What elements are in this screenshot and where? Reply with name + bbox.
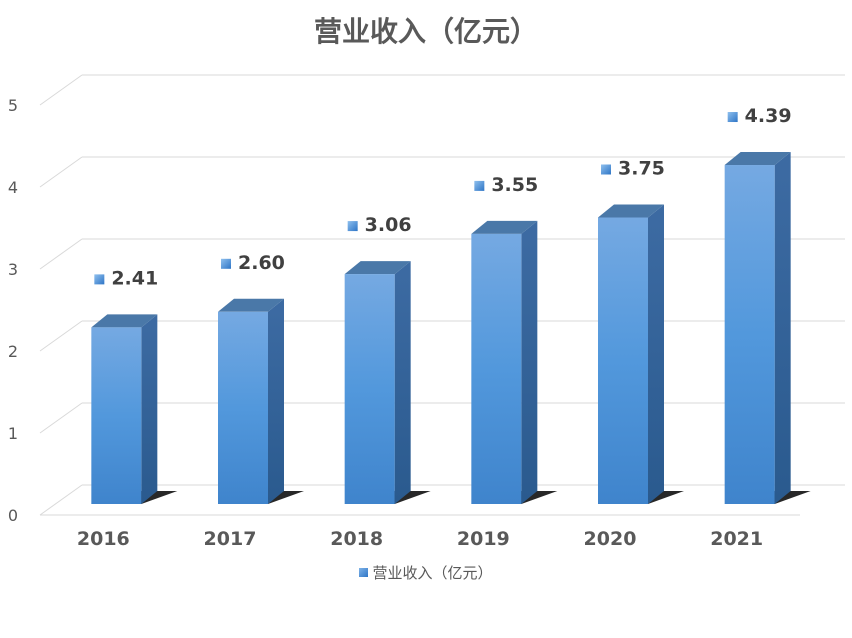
- gridline-side: [39, 402, 83, 434]
- y-tick-label: 1: [8, 424, 18, 443]
- data-label-marker: [727, 112, 738, 123]
- legend: 营业收入（亿元）: [0, 562, 852, 583]
- gridline-side: [39, 74, 83, 106]
- chart-title: 营业收入（亿元）: [313, 15, 538, 48]
- bar-side: [141, 314, 158, 504]
- bar: [218, 311, 268, 504]
- bar-side: [648, 204, 664, 504]
- y-tick-label: 2: [8, 342, 18, 361]
- bar-side: [268, 298, 284, 504]
- data-label: 4.39: [745, 105, 792, 127]
- bar-top: [91, 314, 158, 328]
- bar: [91, 327, 142, 504]
- floor-edge: [39, 484, 83, 516]
- bar-top: [344, 261, 411, 275]
- y-tick-label: 4: [8, 178, 18, 197]
- legend-label: 营业收入（亿元）: [372, 564, 493, 582]
- bar-side: [774, 152, 791, 504]
- bar-top: [724, 152, 791, 166]
- data-label-marker: [94, 274, 105, 285]
- bar-top: [218, 298, 284, 312]
- data-label-marker: [474, 180, 485, 191]
- bar: [598, 217, 648, 504]
- legend-swatch: [359, 568, 369, 577]
- data-label: 2.41: [111, 267, 158, 289]
- gridline-side: [39, 320, 83, 352]
- x-tick-label: 2017: [204, 528, 257, 550]
- bar-top: [471, 220, 538, 234]
- x-tick-label: 2021: [710, 528, 763, 550]
- gridline-side: [39, 238, 83, 270]
- data-label: 3.55: [491, 174, 538, 196]
- x-tick-label: 2016: [77, 528, 130, 550]
- bar-side: [394, 261, 411, 504]
- bar: [724, 165, 775, 504]
- bar-top: [598, 204, 664, 218]
- data-label-marker: [347, 221, 358, 232]
- data-label-marker: [601, 164, 611, 175]
- y-tick-label: 5: [8, 96, 18, 115]
- bar-side: [521, 220, 538, 504]
- y-tick-label: 0: [8, 506, 18, 525]
- y-tick-label: 3: [8, 260, 18, 279]
- x-tick-label: 2020: [584, 528, 637, 550]
- data-label: 3.06: [365, 214, 412, 236]
- bar: [344, 274, 395, 504]
- data-label: 3.75: [618, 158, 665, 180]
- gridline-side: [39, 156, 83, 188]
- x-tick-label: 2019: [457, 528, 510, 550]
- bar: [471, 233, 522, 504]
- data-label: 2.60: [238, 252, 285, 274]
- data-label-marker: [221, 258, 231, 269]
- x-tick-label: 2018: [330, 528, 383, 550]
